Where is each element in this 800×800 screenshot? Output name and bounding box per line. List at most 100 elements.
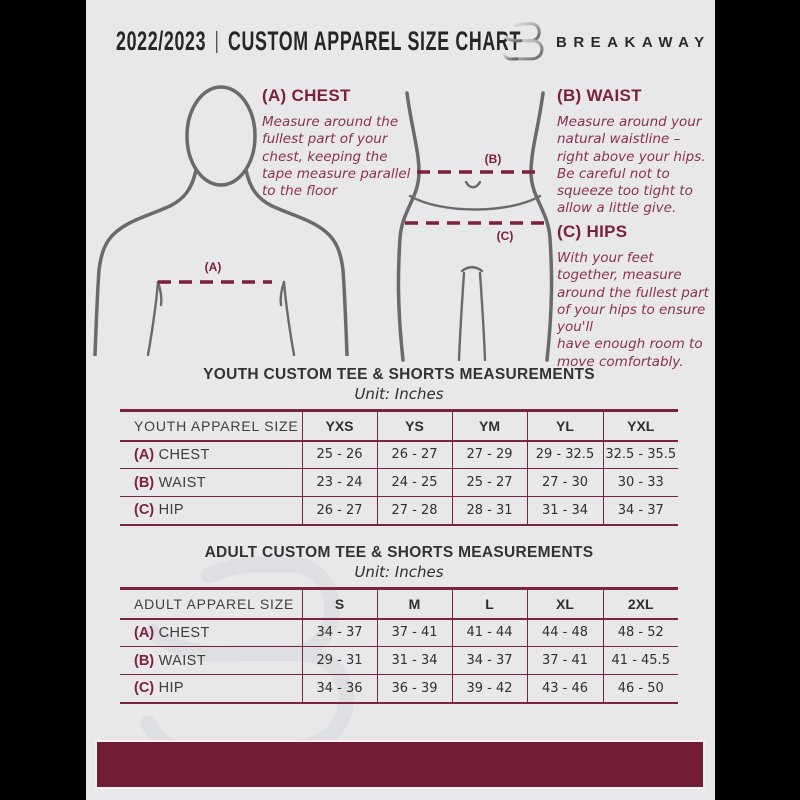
- measurement-row: (B) WAIST 23 - 24 24 - 25 25 - 27 27 - 30 30 …: [120, 468, 678, 497]
- size-value-cell: 48 - 52: [602, 618, 678, 647]
- lower-body-figure-illustration: [396, 91, 554, 362]
- size-column-header: YXL: [602, 410, 678, 442]
- size-value-cell: 36 - 39: [376, 674, 452, 703]
- chest-marker-label: (A): [204, 260, 222, 274]
- size-value-cell: 29 - 32.5: [526, 440, 603, 469]
- size-value-cell: 46 - 50: [602, 674, 678, 703]
- row-label: CHEST: [158, 624, 210, 641]
- adult-size-table: ADULT APPAREL SIZE S M L XL 2XL (A) CHEST 34 - …: [120, 587, 678, 704]
- measurement-row: (A) CHEST 34 - 37 37 - 41 41 - 44 44 - 48 48 …: [120, 618, 678, 647]
- row-label: CHEST: [158, 446, 210, 463]
- section-chest-heading: (A) CHEST: [262, 86, 351, 105]
- size-value-cell: 31 - 34: [376, 646, 452, 675]
- size-value-cell: 23 - 24: [301, 468, 377, 497]
- size-column-header: M: [376, 588, 452, 620]
- youth-measurements-block: YOUTH CUSTOM TEE & SHORTS MEASUREMENTS U…: [120, 366, 678, 526]
- waist-marker-label: (B): [484, 152, 502, 166]
- section-waist: (B) WAIST Measure around your natural wa…: [557, 86, 715, 218]
- hips-marker-label: (C): [496, 229, 514, 243]
- size-column-header: XL: [526, 588, 603, 620]
- size-value-cell: 24 - 25: [376, 468, 452, 497]
- row-header: (B) WAIST: [120, 468, 302, 497]
- size-value-cell: 27 - 29: [451, 440, 527, 469]
- row-label: HIP: [158, 680, 184, 697]
- size-value-cell: 28 - 31: [451, 496, 527, 525]
- table-header-row: YOUTH APPAREL SIZE YXS YS YM YL YXL: [120, 410, 678, 442]
- row-label: HIP: [158, 502, 184, 519]
- adult-table-title: ADULT CUSTOM TEE & SHORTS MEASUREMENTS: [204, 544, 594, 561]
- document-header: 2022/2023 | CUSTOM APPAREL SIZE CHART: [116, 26, 536, 57]
- section-chest-body: Measure around the fullest part of your …: [262, 114, 411, 200]
- title-divider: |: [214, 27, 220, 53]
- page-title: 2022/2023 | CUSTOM APPAREL SIZE CHART: [116, 26, 521, 57]
- chest-figure-illustration: [93, 85, 349, 356]
- size-value-cell: 43 - 46: [526, 674, 603, 703]
- section-hips-heading: (C) HIPS: [557, 222, 628, 241]
- youth-table-title: YOUTH CUSTOM TEE & SHORTS MEASUREMENTS: [203, 366, 595, 383]
- size-value-cell: 34 - 36: [301, 674, 377, 703]
- brand-name: BREAKAWAY: [556, 34, 711, 51]
- size-value-cell: 39 - 42: [451, 674, 527, 703]
- size-value-cell: 26 - 27: [376, 440, 452, 469]
- apparel-size-header: YOUTH APPAREL SIZE: [120, 410, 302, 442]
- year-label: 2022/2023: [116, 26, 207, 56]
- size-value-cell: 25 - 26: [301, 440, 377, 469]
- row-key: (A): [134, 446, 155, 463]
- size-column-header: YL: [526, 410, 603, 442]
- size-value-cell: 27 - 30: [526, 468, 603, 497]
- section-hips-body: With your feet together, measure around …: [557, 250, 709, 370]
- measurement-row: (C) HIP 34 - 36 36 - 39 39 - 42 43 - 46 46 - …: [120, 674, 678, 703]
- size-value-cell: 44 - 48: [526, 618, 603, 647]
- size-value-cell: 29 - 31: [301, 646, 377, 675]
- size-value-cell: 25 - 27: [451, 468, 527, 497]
- size-value-cell: 30 - 33: [602, 468, 678, 497]
- row-key: (A): [134, 624, 155, 641]
- size-column-header: L: [451, 588, 527, 620]
- row-header: (A) CHEST: [120, 440, 302, 469]
- size-value-cell: 27 - 28: [376, 496, 452, 525]
- row-key: (C): [134, 502, 155, 519]
- adult-measurements-block: ADULT CUSTOM TEE & SHORTS MEASUREMENTS U…: [120, 544, 678, 704]
- size-value-cell: 31 - 34: [526, 496, 603, 525]
- section-waist-body: Measure around your natural waistline – …: [557, 114, 706, 217]
- section-hips: (C) HIPS With your feet together, measur…: [557, 222, 715, 371]
- row-label: WAIST: [158, 652, 206, 669]
- size-value-cell: 32.5 - 35.5: [602, 440, 678, 469]
- row-header: (C) HIP: [120, 497, 302, 525]
- row-key: (B): [134, 652, 155, 669]
- table-header-row: ADULT APPAREL SIZE S M L XL 2XL: [120, 588, 678, 620]
- youth-size-table: YOUTH APPAREL SIZE YXS YS YM YL YXL (A) CHEST 2…: [120, 409, 678, 526]
- size-value-cell: 34 - 37: [301, 618, 377, 647]
- size-column-header: YXS: [301, 410, 377, 442]
- adult-table-unit-label: Unit: Inches: [354, 563, 444, 581]
- title-text: CUSTOM APPAREL SIZE CHART: [227, 26, 522, 56]
- measurement-row: (C) HIP 26 - 27 27 - 28 28 - 31 31 - 34 34 - …: [120, 496, 678, 525]
- document-page: 2022/2023 | CUSTOM APPAREL SIZE CHART BREA…: [86, 0, 715, 800]
- size-value-cell: 37 - 41: [376, 618, 452, 647]
- section-chest: (A) CHEST Measure around the fullest par…: [262, 86, 477, 200]
- size-column-header: YS: [376, 410, 452, 442]
- size-value-cell: 37 - 41: [526, 646, 603, 675]
- row-key: (B): [134, 474, 155, 491]
- footer-bar: [95, 740, 705, 789]
- youth-table-unit-label: Unit: Inches: [354, 385, 444, 403]
- row-label: WAIST: [158, 474, 206, 491]
- row-header: (C) HIP: [120, 675, 302, 703]
- brand-logo-icon: [502, 22, 544, 61]
- row-key: (C): [134, 680, 155, 697]
- measurement-row: (A) CHEST 25 - 26 26 - 27 27 - 29 29 - 32.5 3…: [120, 440, 678, 469]
- size-value-cell: 34 - 37: [602, 496, 678, 525]
- row-header: (A) CHEST: [120, 618, 302, 647]
- size-column-header: YM: [451, 410, 527, 442]
- size-column-header: S: [301, 588, 377, 620]
- apparel-size-header: ADULT APPAREL SIZE: [120, 588, 302, 620]
- measurement-row: (B) WAIST 29 - 31 31 - 34 34 - 37 37 - 41 41 …: [120, 646, 678, 675]
- size-value-cell: 34 - 37: [451, 646, 527, 675]
- size-value-cell: 41 - 45.5: [602, 646, 678, 675]
- row-header: (B) WAIST: [120, 646, 302, 675]
- size-column-header: 2XL: [602, 588, 678, 620]
- size-value-cell: 41 - 44: [451, 618, 527, 647]
- section-waist-heading: (B) WAIST: [557, 86, 642, 105]
- size-value-cell: 26 - 27: [301, 496, 377, 525]
